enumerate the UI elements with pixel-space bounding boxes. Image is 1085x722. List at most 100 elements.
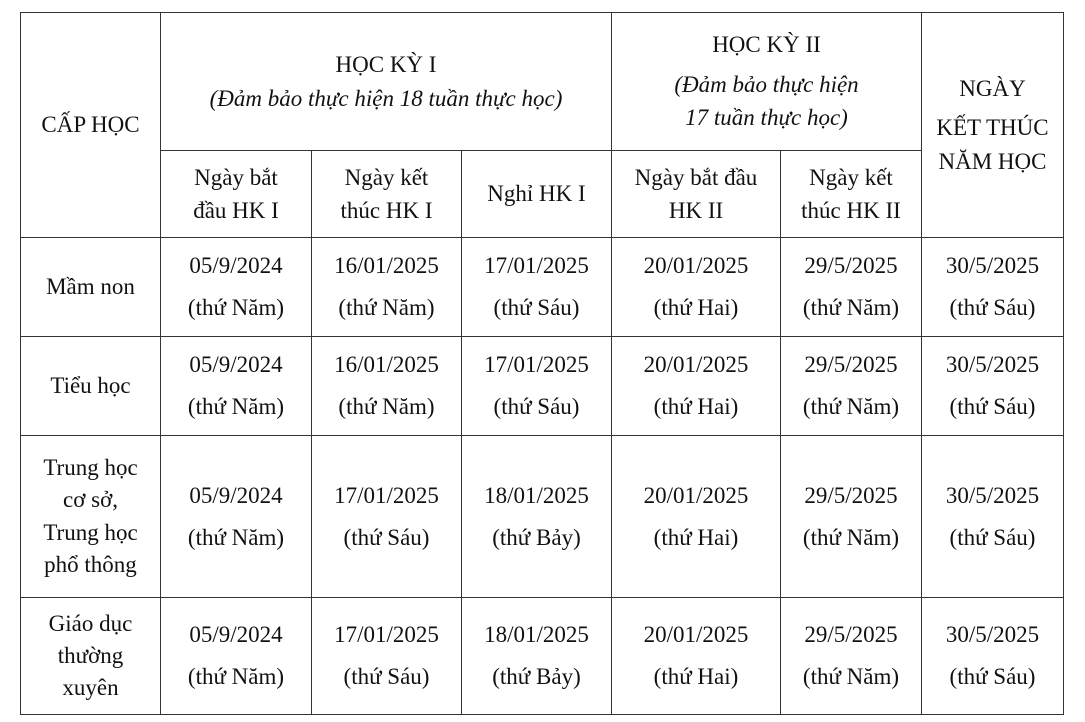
level-text: thường	[57, 642, 124, 668]
subheader-text: Ngày kết	[809, 164, 893, 190]
level-text: Trung học	[43, 519, 138, 545]
date-cell: 29/5/2025 (thứ Năm)	[780, 597, 922, 715]
date-cell: 30/5/2025 (thứ Sáu)	[921, 336, 1064, 436]
level-text: phổ thông	[44, 551, 137, 577]
level-text: Tiểu học	[50, 372, 131, 398]
level-text: Mầm non	[46, 273, 135, 299]
date-text: 30/5/2025	[945, 482, 1040, 508]
date-cell: 30/5/2025 (thứ Sáu)	[921, 597, 1064, 715]
subheader-text: đầu HK I	[193, 198, 279, 223]
date-cell: 20/01/2025 (thứ Hai)	[611, 435, 781, 598]
date-text: 30/5/2025	[945, 352, 1040, 377]
header-level-text: CẤP HỌC	[41, 112, 140, 138]
level-cell: Giáo dục thường xuyên	[20, 597, 161, 715]
weekday-text: (thứ Năm)	[802, 664, 900, 689]
header-end: NGÀY KẾT THÚC NĂM HỌC	[921, 12, 1064, 238]
level-cell: Mầm non	[20, 237, 161, 337]
level-text: xuyên	[62, 675, 119, 701]
header-hk1: HỌC KỲ I (Đảm bảo thực hiện 18 tuần thực…	[160, 12, 612, 151]
date-text: 29/5/2025	[804, 482, 898, 508]
subheader-cell: Nghỉ HK I	[461, 150, 612, 238]
date-cell: 05/9/2024 (thứ Năm)	[160, 597, 312, 715]
date-text: 20/01/2025	[643, 253, 749, 278]
weekday-text: (thứ Năm)	[338, 295, 435, 320]
weekday-text: (thứ Sáu)	[343, 524, 430, 550]
weekday-text: (thứ Hai)	[653, 295, 739, 320]
date-text: 20/01/2025	[643, 482, 749, 508]
weekday-text: (thứ Năm)	[802, 394, 900, 419]
date-text: 17/01/2025	[484, 352, 589, 377]
weekday-text: (thứ Năm)	[802, 295, 900, 320]
date-cell: 20/01/2025 (thứ Hai)	[611, 237, 781, 337]
table-row: Tiểu học 05/9/2024 (thứ Năm) 16/01/2025 (thứ…	[20, 336, 1064, 436]
subheader-text: HK II	[668, 198, 724, 223]
weekday-text: (thứ Hai)	[653, 664, 739, 689]
hk2-note-1: (Đảm bảo thực hiện	[674, 71, 859, 97]
date-text: 29/5/2025	[804, 253, 898, 278]
subheader-text: thúc HK II	[801, 198, 901, 223]
weekday-text: (thứ Năm)	[187, 394, 285, 419]
header-hk2: HỌC KỲ II (Đảm bảo thực hiện 17 tuần thự…	[611, 12, 922, 151]
date-text: 20/01/2025	[643, 352, 749, 377]
weekday-text: (thứ Bảy)	[492, 664, 581, 689]
date-cell: 17/01/2025 (thứ Sáu)	[461, 336, 612, 436]
weekday-text: (thứ Bảy)	[492, 524, 581, 550]
date-text: 05/9/2024	[189, 482, 283, 508]
level-text: cơ sở,	[63, 487, 118, 513]
date-text: 20/01/2025	[643, 622, 749, 647]
date-text: 16/01/2025	[334, 253, 439, 278]
date-text: 30/5/2025	[945, 253, 1040, 278]
subheader-cell: Ngày kết thúc HK II	[780, 150, 922, 238]
date-cell: 30/5/2025 (thứ Sáu)	[921, 435, 1064, 598]
table-row: Trung học cơ sở, Trung học phổ thông 05/9/20…	[20, 435, 1064, 598]
date-cell: 29/5/2025 (thứ Năm)	[780, 435, 922, 598]
header-level: CẤP HỌC	[20, 12, 161, 238]
date-cell: 18/01/2025 (thứ Bảy)	[461, 597, 612, 715]
date-text: 17/01/2025	[334, 622, 439, 647]
hk1-note: (Đảm bảo thực hiện 18 tuần thực học)	[209, 85, 563, 111]
hk2-title: HỌC KỲ II	[712, 32, 821, 58]
weekday-text: (thứ Hai)	[653, 524, 739, 550]
weekday-text: (thứ Năm)	[187, 295, 285, 320]
weekday-text: (thứ Sáu)	[493, 394, 580, 419]
date-cell: 29/5/2025 (thứ Năm)	[780, 237, 922, 337]
level-text: Trung học	[43, 455, 138, 481]
weekday-text: (thứ Năm)	[802, 524, 900, 550]
weekday-text: (thứ Sáu)	[949, 524, 1036, 550]
level-cell: Tiểu học	[20, 336, 161, 436]
date-text: 29/5/2025	[804, 622, 898, 647]
school-calendar-table: CẤP HỌC HỌC KỲ I (Đảm bảo thực hiện 18 t…	[20, 12, 1064, 715]
date-cell: 17/01/2025 (thứ Sáu)	[461, 237, 612, 337]
date-cell: 05/9/2024 (thứ Năm)	[160, 336, 312, 436]
end-line2: KẾT THÚC	[936, 115, 1049, 141]
subheader-text: Ngày kết	[344, 164, 429, 190]
weekday-text: (thứ Sáu)	[493, 295, 580, 320]
end-line3: NĂM HỌC	[938, 148, 1047, 174]
weekday-text: (thứ Năm)	[338, 394, 435, 419]
weekday-text: (thứ Sáu)	[949, 664, 1036, 689]
date-cell: 05/9/2024 (thứ Năm)	[160, 237, 312, 337]
date-text: 17/01/2025	[484, 253, 589, 278]
weekday-text: (thứ Năm)	[187, 524, 285, 550]
table-row: Giáo dục thường xuyên 05/9/2024 (thứ Năm) 17/…	[20, 597, 1064, 715]
weekday-text: (thứ Năm)	[187, 664, 285, 689]
date-text: 29/5/2025	[804, 352, 898, 377]
date-cell: 17/01/2025 (thứ Sáu)	[311, 435, 462, 598]
subheader-text: Ngày bắt	[194, 164, 278, 190]
hk2-note-2: 17 tuần thực học)	[685, 105, 848, 131]
date-cell: 20/01/2025 (thứ Hai)	[611, 597, 781, 715]
date-text: 05/9/2024	[189, 622, 283, 647]
date-cell: 05/9/2024 (thứ Năm)	[160, 435, 312, 598]
date-text: 17/01/2025	[334, 482, 439, 508]
weekday-text: (thứ Sáu)	[343, 664, 430, 689]
hk1-title: HỌC KỲ I	[335, 52, 437, 78]
date-cell: 17/01/2025 (thứ Sáu)	[311, 597, 462, 715]
date-cell: 18/01/2025 (thứ Bảy)	[461, 435, 612, 598]
level-text: Giáo dục	[48, 610, 133, 636]
weekday-text: (thứ Hai)	[653, 394, 739, 419]
date-cell: 29/5/2025 (thứ Năm)	[780, 336, 922, 436]
subheader-text: Nghỉ HK I	[487, 181, 586, 207]
date-text: 18/01/2025	[484, 622, 589, 647]
date-text: 16/01/2025	[334, 352, 439, 377]
date-cell: 16/01/2025 (thứ Năm)	[311, 237, 462, 337]
